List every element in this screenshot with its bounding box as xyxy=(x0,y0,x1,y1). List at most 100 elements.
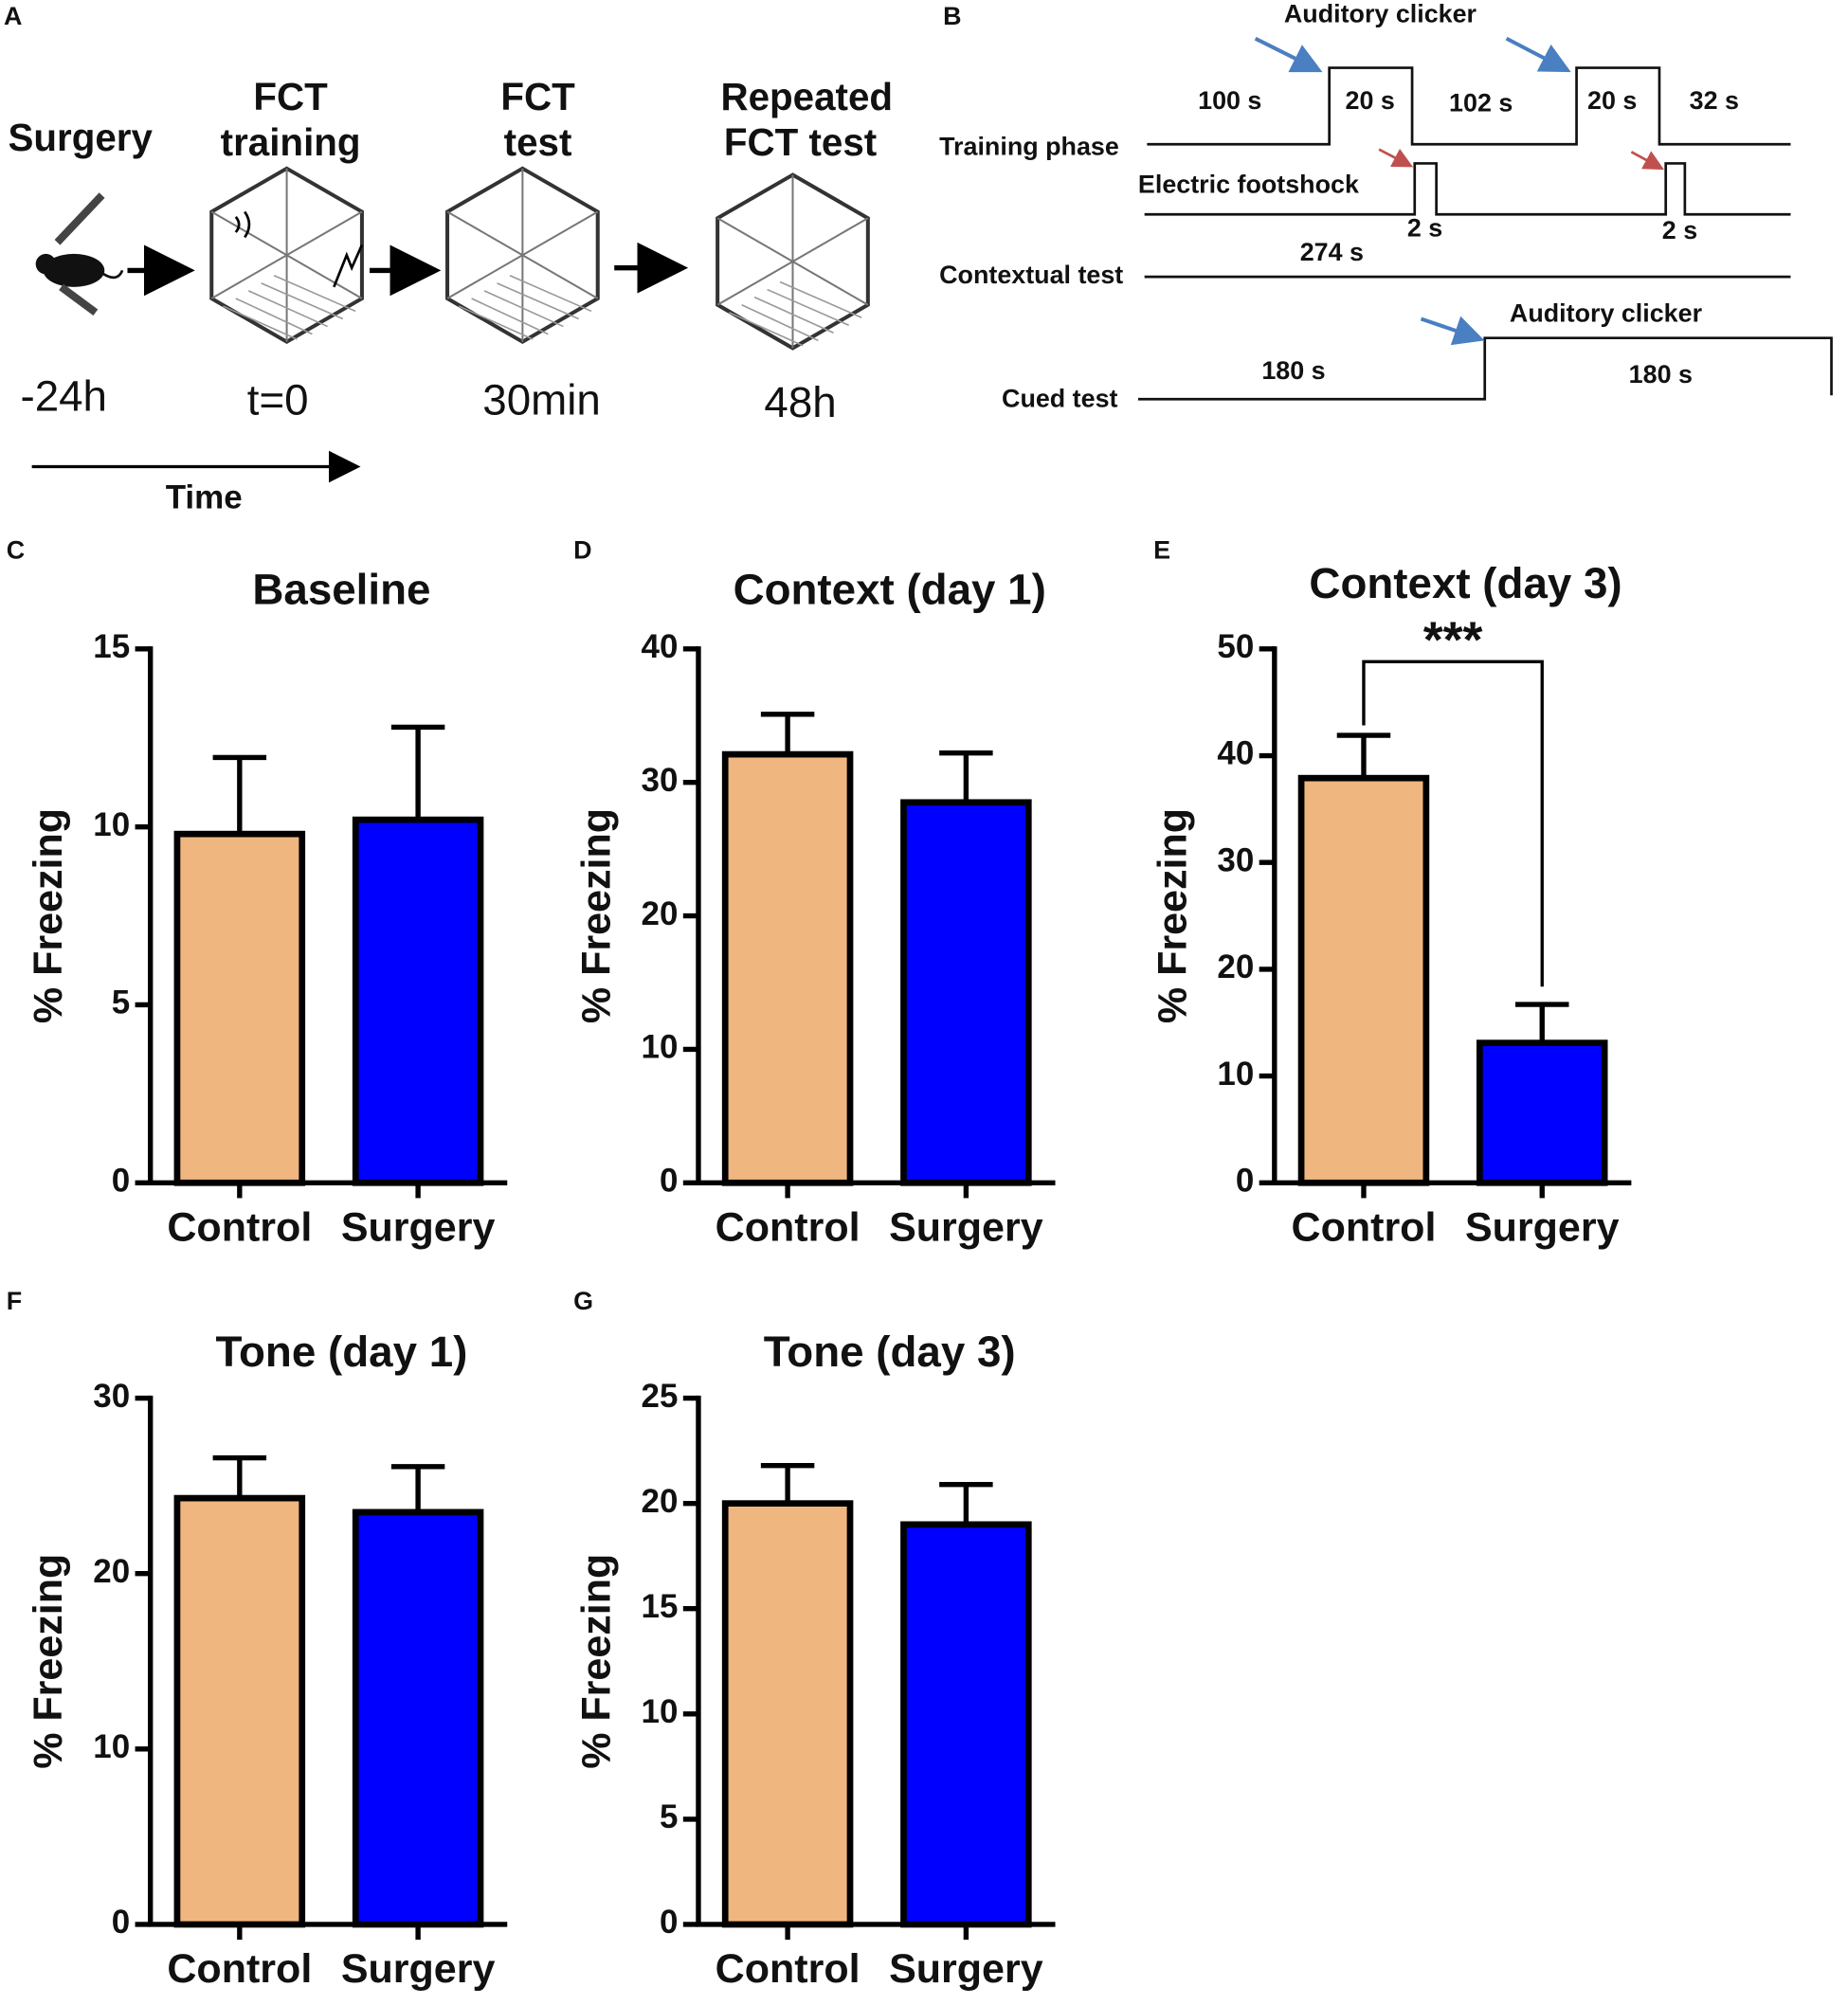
y-tick-label: 30 xyxy=(642,762,679,799)
y-tick-label: 0 xyxy=(660,1904,678,1941)
x-tick-label: Surgery xyxy=(889,1946,1043,1992)
bar xyxy=(900,799,1032,1186)
panel-b: B Auditory clicker 100 s 20 s 102 s 20 s… xyxy=(939,0,1833,413)
duration: 2 s xyxy=(1662,216,1697,244)
bar xyxy=(352,1508,484,1928)
training-trace xyxy=(1147,66,1791,146)
shock-icon xyxy=(333,244,364,288)
stage-time: -24h xyxy=(20,371,107,420)
y-axis-label: % Freezing xyxy=(26,808,71,1023)
y-tick-label: 10 xyxy=(642,1693,679,1730)
y-tick-label: 40 xyxy=(642,628,679,665)
stage-time: t=0 xyxy=(247,375,309,424)
y-tick-label: 20 xyxy=(1217,948,1254,985)
panel-letter: D xyxy=(573,536,591,565)
y-tick-label: 20 xyxy=(642,895,679,932)
duration: 274 s xyxy=(1300,238,1364,266)
y-tick-label: 15 xyxy=(93,628,130,665)
time-label: Time xyxy=(166,479,243,516)
cue-label: Auditory clicker xyxy=(1284,0,1477,28)
x-tick-label: Control xyxy=(167,1204,312,1250)
chamber xyxy=(717,175,868,349)
y-axis-label: % Freezing xyxy=(1150,808,1195,1023)
duration: 102 s xyxy=(1449,89,1513,117)
bar xyxy=(721,750,854,1186)
x-tick-label: Control xyxy=(716,1204,861,1250)
phase-label: Training phase xyxy=(939,132,1119,160)
y-axis-label: % Freezing xyxy=(573,808,619,1023)
stage-title: FCT xyxy=(253,75,328,118)
phase-label: Electric footshock xyxy=(1138,171,1359,199)
duration: 32 s xyxy=(1690,86,1739,115)
duration: 20 s xyxy=(1346,86,1395,115)
stage-title: test xyxy=(504,120,572,164)
stage-title: Surgery xyxy=(9,116,154,159)
y-axis-label: % Freezing xyxy=(573,1554,619,1769)
cue-arrow xyxy=(1254,36,1323,73)
chart-panel: D Context (day 1) % Freezing 0 10 20 30 40 Contr… xyxy=(573,536,1056,1250)
y-tick-label: 10 xyxy=(1217,1056,1254,1093)
stage-time: 30min xyxy=(482,375,601,424)
x-tick-label: Control xyxy=(167,1946,312,1992)
y-tick-label: 30 xyxy=(93,1378,130,1415)
panel-letter: A xyxy=(4,2,22,30)
chart-panel: C Baseline % Freezing 0 5 10 15 Control Surgery xyxy=(7,536,508,1250)
cue-arrow xyxy=(1505,36,1571,73)
x-tick-label: Surgery xyxy=(1465,1204,1620,1250)
significance-bracket xyxy=(1362,659,1544,987)
stage-title: Repeated xyxy=(721,75,894,118)
y-tick-label: 0 xyxy=(1236,1163,1254,1200)
x-tick-label: Surgery xyxy=(341,1204,496,1250)
duration: 100 s xyxy=(1198,86,1261,115)
y-tick-label: 0 xyxy=(112,1904,130,1941)
duration: 180 s xyxy=(1629,360,1693,388)
bar xyxy=(173,1494,306,1928)
duration: 180 s xyxy=(1261,356,1325,385)
stage-title: FCT xyxy=(500,75,575,118)
y-tick-label: 40 xyxy=(1217,735,1254,772)
chart-title: Context (day 1) xyxy=(734,566,1046,614)
shock-arrow xyxy=(1378,148,1414,168)
y-tick-label: 0 xyxy=(112,1163,130,1200)
y-tick-label: 10 xyxy=(93,806,130,843)
bar xyxy=(352,816,484,1186)
stage-title: FCT test xyxy=(724,120,877,164)
panel-letter: B xyxy=(943,2,961,30)
cued-trace xyxy=(1137,336,1833,401)
stage-time: 48h xyxy=(764,378,836,426)
y-axis-label: % Freezing xyxy=(26,1554,71,1769)
chart-title: Tone (day 3) xyxy=(764,1328,1016,1376)
x-tick-label: Control xyxy=(1292,1204,1437,1250)
sound-icon xyxy=(234,210,251,239)
bar xyxy=(1297,774,1430,1186)
footshock-trace xyxy=(1144,162,1791,216)
chart-panel: E Context (day 3) % Freezing 0 10 20 30 40 50 Con… xyxy=(1150,536,1632,1250)
bar xyxy=(900,1521,1032,1928)
shock-arrow xyxy=(1630,151,1665,171)
stage-title: training xyxy=(221,120,361,164)
x-tick-label: Surgery xyxy=(341,1946,496,1992)
y-tick-label: 0 xyxy=(660,1163,678,1200)
y-tick-label: 25 xyxy=(642,1378,679,1415)
chart-title: Baseline xyxy=(252,566,430,614)
y-tick-label: 10 xyxy=(93,1728,130,1765)
bar xyxy=(173,830,306,1186)
chamber xyxy=(211,169,362,342)
chamber xyxy=(447,169,598,342)
chart-title: Context (day 3) xyxy=(1309,559,1622,607)
x-tick-label: Surgery xyxy=(889,1204,1043,1250)
x-tick-label: Control xyxy=(716,1946,861,1992)
y-tick-label: 20 xyxy=(642,1483,679,1520)
cue-label: Auditory clicker xyxy=(1510,299,1703,328)
y-tick-label: 10 xyxy=(642,1029,679,1066)
y-tick-label: 5 xyxy=(660,1798,678,1835)
chart-title: Tone (day 1) xyxy=(215,1328,467,1376)
panel-letter: C xyxy=(7,536,25,565)
y-tick-label: 5 xyxy=(112,984,130,1021)
y-tick-label: 20 xyxy=(93,1553,130,1590)
panel-letter: G xyxy=(573,1287,593,1315)
cue-arrow xyxy=(1420,316,1485,346)
